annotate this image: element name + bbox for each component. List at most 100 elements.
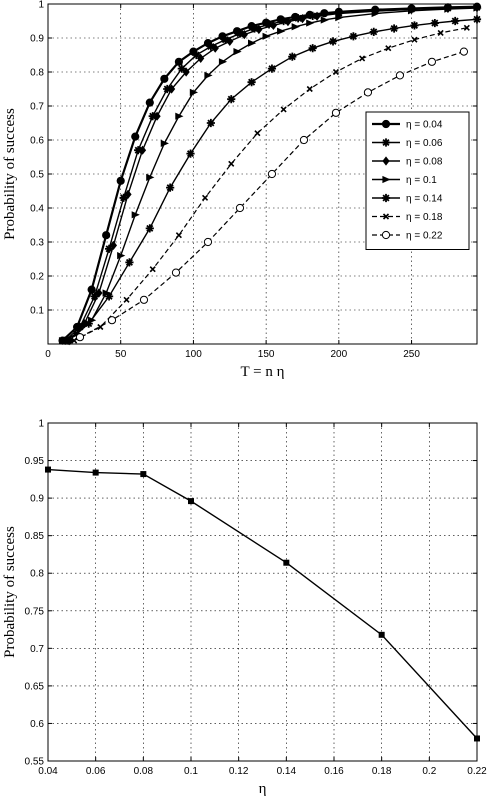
data-point — [363, 88, 373, 97]
legend-marker — [381, 119, 391, 129]
y-tick-label: 0.8 — [30, 569, 44, 580]
data-point — [395, 71, 405, 80]
legend-marker — [382, 213, 390, 220]
data-point — [254, 130, 261, 137]
data-point — [233, 48, 242, 56]
data-point — [262, 32, 271, 40]
legend-label: η = 0.1 — [406, 175, 437, 186]
data-point — [80, 319, 88, 329]
series-line — [73, 27, 467, 342]
data-point — [84, 319, 93, 328]
data-point — [140, 471, 147, 478]
data-point — [472, 15, 482, 24]
data-point — [385, 45, 392, 52]
legend-entry: η = 0.22 — [372, 231, 443, 242]
x-tick-label: 100 — [185, 349, 202, 360]
x-tick-label: 0.14 — [277, 766, 297, 777]
data-point — [211, 43, 219, 53]
y-tick-label: 0.6 — [30, 719, 44, 730]
legend: η = 0.04 η = 0.06 η = 0.08 η = 0.1 η = 0.14 η… — [365, 111, 470, 250]
y-axis-label: Probability of success — [2, 108, 18, 240]
data-point — [90, 292, 99, 301]
data-point — [227, 95, 236, 104]
data-point — [332, 68, 340, 76]
y-tick-label: 0.65 — [25, 681, 45, 692]
data-point — [444, 5, 453, 13]
data-point — [125, 258, 134, 267]
series-6 — [71, 24, 470, 344]
x-tick-label: 0.2 — [422, 766, 436, 777]
data-point — [163, 84, 172, 94]
data-point — [188, 498, 194, 505]
data-point — [131, 132, 140, 141]
legend-marker — [382, 156, 390, 166]
data-point — [250, 24, 259, 33]
data-point — [124, 189, 132, 199]
axis-ticks: 0 50 100 150 200 250 0.1 0.2 0.3 0.4 0.5 0.6 0.7 0.8 0… — [30, 0, 477, 360]
data-point — [102, 289, 111, 297]
data-point — [107, 316, 117, 325]
y-tick-label: 0.2 — [30, 272, 44, 283]
data-point — [371, 9, 380, 18]
legend-entry: η = 0.18 — [372, 212, 443, 223]
legend-marker — [381, 230, 391, 240]
data-point — [149, 266, 156, 273]
x-tick-label: 0.18 — [372, 766, 392, 777]
data-point — [104, 292, 114, 301]
data-point — [277, 27, 286, 35]
data-point — [104, 244, 114, 253]
axis-ticks: 0.04 0.06 0.08 0.1 0.12 0.14 0.16 0.18 0.2 0.22 0.… — [25, 419, 488, 778]
data-point — [186, 149, 195, 158]
legend-label: η = 0.04 — [406, 120, 443, 131]
data-point — [175, 112, 184, 120]
data-point — [95, 288, 103, 298]
data-point — [64, 336, 73, 345]
data-point — [201, 194, 209, 201]
data-point — [427, 57, 437, 66]
data-point — [138, 145, 147, 155]
legend-entry: η = 0.04 — [372, 120, 443, 131]
legend-label: η = 0.06 — [406, 138, 443, 149]
legend-entry: η = 0.08 — [372, 156, 443, 168]
data-point — [175, 232, 182, 239]
series-line — [61, 5, 478, 342]
legend-marker — [381, 138, 391, 147]
data-point — [145, 224, 154, 233]
data-point — [298, 14, 307, 24]
data-point — [473, 4, 482, 12]
y-tick-label: 0.9 — [30, 494, 44, 505]
x-tick-label: 0.16 — [324, 766, 344, 777]
data-point — [182, 67, 190, 77]
data-point — [171, 268, 181, 277]
data-point — [71, 337, 78, 344]
y-tick-label: 0.5 — [30, 170, 44, 181]
x-tick-label: 0.08 — [134, 766, 154, 777]
data-point — [189, 88, 199, 96]
data-point — [451, 16, 460, 26]
data-point — [166, 183, 175, 192]
data-point — [430, 18, 439, 28]
data-point — [240, 30, 248, 40]
data-point — [168, 84, 176, 94]
data-point — [299, 135, 309, 145]
y-tick-label: 0.55 — [25, 757, 45, 768]
data-point — [235, 203, 245, 213]
data-point — [359, 55, 366, 62]
data-point — [123, 296, 130, 303]
data-point — [308, 44, 317, 53]
data-point — [294, 14, 303, 23]
y-tick-label: 1 — [38, 419, 44, 430]
data-point — [160, 74, 169, 83]
legend-label: η = 0.22 — [406, 231, 443, 242]
data-point — [269, 20, 278, 31]
data-point — [192, 50, 201, 60]
y-tick-label: 0.75 — [25, 606, 45, 617]
data-point — [283, 559, 290, 566]
x-axis-label: η — [259, 781, 267, 797]
x-tick-label: 0.06 — [86, 766, 106, 777]
data-point — [267, 64, 277, 73]
legend-entry: η = 0.14 — [372, 194, 443, 205]
data-point — [145, 98, 154, 107]
y-tick-label: 0.85 — [25, 531, 45, 542]
